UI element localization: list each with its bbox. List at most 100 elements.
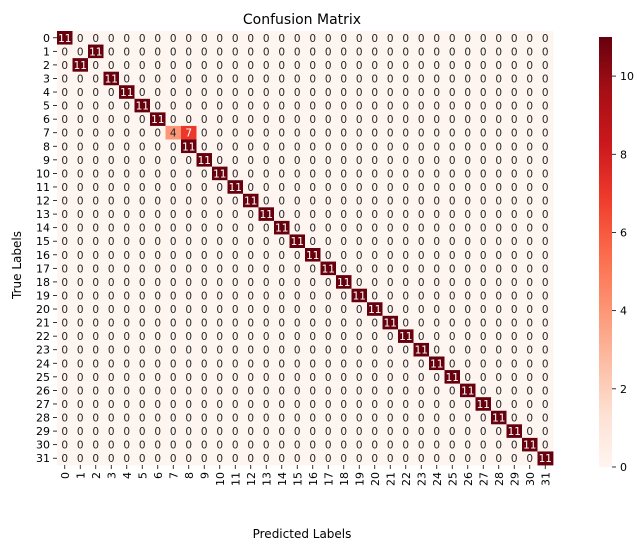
heatmap-cell-13-20 — [367, 207, 383, 222]
cell-label-18-7: 0 — [170, 277, 177, 289]
cell-label-13-8: 0 — [185, 209, 192, 221]
heatmap-cell-9-17 — [320, 153, 337, 168]
cell-label-21-12: 0 — [247, 318, 254, 330]
heatmap-cell-14-0 — [57, 220, 73, 235]
heatmap-cell-0-28 — [491, 31, 507, 45]
heatmap-cell-29-13 — [258, 424, 275, 439]
cell-label-23-12: 0 — [247, 345, 254, 357]
cell-label-5-26: 0 — [464, 101, 471, 113]
heatmap-cell-5-30 — [522, 98, 538, 113]
cell-label-0-19: 0 — [356, 33, 363, 45]
heatmap-cell-9-24 — [429, 153, 445, 168]
cell-label-31-13: 0 — [263, 453, 270, 465]
cell-label-2-29: 0 — [511, 60, 518, 72]
heatmap-cell-25-30 — [522, 370, 538, 385]
cell-label-30-15: 0 — [294, 440, 301, 452]
heatmap-cell-8-17 — [320, 139, 337, 154]
heatmap-cell-7-11 — [227, 125, 244, 140]
cell-label-3-5: 0 — [139, 73, 146, 85]
cell-label-29-21: 0 — [387, 426, 394, 438]
heatmap-cell-23-23 — [413, 342, 430, 357]
heatmap-cell-31-24 — [429, 451, 445, 466]
cell-label-22-24: 0 — [433, 331, 440, 343]
cell-label-4-12: 0 — [247, 87, 254, 99]
heatmap-cell-13-8 — [181, 207, 197, 222]
cell-label-12-6: 0 — [154, 196, 161, 208]
cell-label-19-28: 0 — [495, 290, 502, 302]
cell-label-13-0: 0 — [61, 209, 68, 221]
heatmap-cell-7-6 — [150, 125, 166, 140]
heatmap-cell-22-4 — [119, 329, 135, 344]
cell-label-17-16: 0 — [309, 263, 316, 275]
heatmap-cell-3-26 — [460, 71, 476, 86]
cell-label-10-7: 0 — [170, 168, 177, 180]
cell-label-7-24: 0 — [433, 128, 440, 140]
heatmap-cell-30-11 — [227, 437, 244, 452]
cell-label-12-9: 0 — [201, 196, 208, 208]
heatmap-cell-23-10 — [212, 342, 228, 357]
heatmap-cell-28-21 — [382, 410, 399, 425]
heatmap-cell-30-10 — [212, 437, 228, 452]
cell-label-16-9: 0 — [201, 250, 208, 262]
heatmap-cell-6-8 — [181, 112, 197, 127]
heatmap-cell-28-31 — [537, 410, 554, 425]
heatmap-cell-28-22 — [398, 410, 414, 425]
heatmap-cell-23-3 — [103, 342, 120, 357]
x-tick-label-18: 18 — [338, 472, 351, 486]
cell-label-21-21: 11 — [384, 318, 397, 330]
cell-label-1-0: 0 — [61, 46, 68, 58]
cell-label-29-20: 0 — [371, 426, 378, 438]
heatmap-cell-23-14 — [274, 342, 290, 357]
cell-label-7-9: 0 — [201, 128, 208, 140]
cell-label-17-29: 0 — [511, 263, 518, 275]
heatmap-cell-29-9 — [196, 424, 213, 439]
cell-label-11-28: 0 — [495, 182, 502, 194]
heatmap-cell-8-3 — [103, 139, 120, 154]
heatmap-cell-12-0 — [57, 193, 73, 208]
cell-label-28-29: 0 — [511, 413, 518, 425]
heatmap-cell-23-12 — [243, 342, 259, 357]
cell-label-4-23: 0 — [418, 87, 425, 99]
heatmap-cell-18-24 — [429, 275, 445, 290]
cell-label-10-19: 0 — [356, 168, 363, 180]
cell-label-18-9: 0 — [201, 277, 208, 289]
heatmap-cell-26-20 — [367, 383, 383, 398]
cell-label-31-0: 0 — [61, 453, 68, 465]
heatmap-cell-28-26 — [460, 410, 476, 425]
heatmap-cell-24-26 — [460, 356, 476, 371]
heatmap-cell-25-3 — [103, 370, 120, 385]
cell-label-21-17: 0 — [325, 318, 332, 330]
heatmap-cell-24-28 — [491, 356, 507, 371]
cell-label-1-18: 0 — [340, 46, 347, 58]
cell-label-15-4: 0 — [123, 236, 130, 248]
heatmap-cell-28-0 — [57, 410, 73, 425]
y-tick-label-6: 6 — [43, 113, 50, 126]
cell-label-7-16: 0 — [309, 128, 316, 140]
cell-label-8-1: 0 — [77, 141, 84, 153]
cell-label-3-16: 0 — [309, 73, 316, 85]
heatmap-cell-13-13 — [258, 207, 275, 222]
cell-label-29-30: 0 — [526, 426, 533, 438]
cell-label-26-16: 0 — [309, 385, 316, 397]
heatmap-cell-1-8 — [181, 44, 197, 59]
heatmap-cell-19-5 — [134, 288, 151, 303]
cell-label-2-8: 0 — [185, 60, 192, 72]
cell-label-15-2: 0 — [92, 236, 99, 248]
cell-label-18-11: 0 — [232, 277, 239, 289]
cell-label-15-18: 0 — [340, 236, 347, 248]
cell-label-16-22: 0 — [402, 250, 409, 262]
cell-label-19-22: 0 — [402, 290, 409, 302]
x-tick-label-31: 31 — [539, 472, 552, 486]
cell-label-11-23: 0 — [418, 182, 425, 194]
cell-label-9-26: 0 — [464, 155, 471, 167]
cell-label-29-18: 0 — [340, 426, 347, 438]
heatmap-cell-0-16 — [305, 31, 321, 45]
heatmap-cell-20-26 — [460, 302, 476, 317]
cell-label-22-16: 0 — [309, 331, 316, 343]
x-tick-label-1: 1 — [74, 472, 87, 479]
cell-label-27-10: 0 — [216, 399, 223, 411]
cell-label-18-30: 0 — [526, 277, 533, 289]
cell-label-5-12: 0 — [247, 101, 254, 113]
heatmap-cell-5-3 — [103, 98, 120, 113]
y-tick-label-9: 9 — [43, 154, 50, 167]
